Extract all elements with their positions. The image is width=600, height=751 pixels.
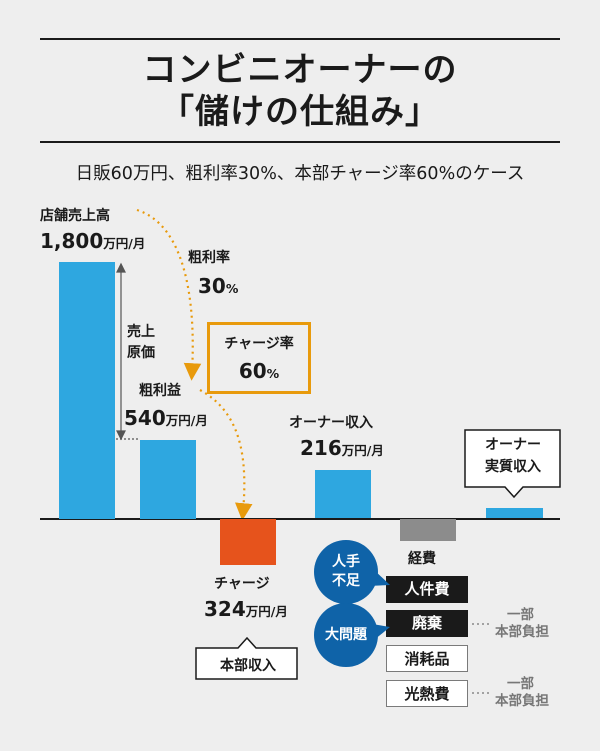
sales-label: 店舗売上高 [40,208,110,224]
cost-label: 売上 原価 [127,322,155,364]
charge-bar [220,519,276,565]
charge-rate-unit: % [266,366,280,381]
bubble-labor-line2: 不足 [332,573,360,589]
bubble-labor-line1: 人手 [332,554,360,570]
charge-rate-label: チャージ率 [224,336,294,352]
sales-bar [59,262,115,519]
charge-rate-value-group: 60% [210,359,308,383]
expense-item-waste: 廃棄 [386,610,468,637]
gross-rate-value: 30 [198,274,226,298]
note-1-line2: 本部負担 [495,624,549,640]
bubble-problem-line1: 大問題 [325,626,367,643]
charge-value: 324 [204,597,246,621]
net-income-bar [486,508,543,518]
owner-income-label: オーナー収入 [289,415,373,431]
expenses-label: 経費 [408,551,436,567]
gross-rate-arrow [136,208,202,381]
net-income-label: オーナー 実質収入 [465,434,561,478]
gross-profit-label: 粗利益 [139,383,181,399]
top-rule [40,38,560,40]
net-income-label-line2: 実質収入 [485,459,541,475]
hq-income-callout-shape [195,636,298,680]
owner-income-unit: 万円/月 [341,443,384,458]
expense-item-labor: 人件費 [386,576,468,603]
gross-profit-unit: 万円/月 [165,413,208,428]
expense-item-supplies: 消耗品 [386,645,468,672]
cost-label-line1: 売上 [127,324,155,340]
gross-rate-label: 粗利率 [188,250,230,266]
note-waste-hq-share: 一部 本部負担 [495,607,549,641]
title-line-2: 「儲けの仕組み」 [160,92,440,132]
net-income-callout-shape [464,429,561,499]
cost-bracket [116,262,140,441]
title-line-1: コンビニオーナーの [142,50,458,90]
sales-value: 1,800 [40,229,104,253]
bubble-labor-shortage: 人手 不足 [314,540,378,604]
charge-rate-value: 60 [238,359,267,383]
expense-item-utilities: 光熱費 [386,680,468,707]
gross-rate-value-group: 30% [198,274,238,298]
charge-rate-box: チャージ率 60% [207,322,311,394]
expenses-bar [400,519,456,541]
charge-value-group: 324万円/月 [204,597,288,621]
hq-income-label: 本部収入 [220,658,276,674]
charge-unit: 万円/月 [245,604,288,619]
gross-profit-value: 540 [124,406,166,430]
note-2-line1: 一部 [507,676,534,692]
owner-income-bar [315,470,371,518]
note-2-line2: 本部負担 [495,693,549,709]
note-utilities-hq-share: 一部 本部負担 [495,676,549,710]
gross-rate-unit: % [225,281,239,296]
subtitle: 日販60万円、粗利率30%、本部チャージ率60%のケース [75,164,525,184]
sales-unit: 万円/月 [103,236,146,251]
bottom-rule [40,141,560,143]
owner-income-value: 216 [300,436,342,460]
gross-profit-bar [140,440,196,519]
charge-label: チャージ [214,576,270,592]
note-1-line1: 一部 [507,607,534,623]
owner-income-value-group: 216万円/月 [300,436,384,460]
net-income-label-line1: オーナー [485,437,541,453]
gross-profit-value-group: 540万円/月 [124,406,208,430]
sales-value-group: 1,800万円/月 [40,229,145,253]
bubble-big-problem: 大問題 [314,603,378,667]
cost-label-line2: 原価 [127,345,155,361]
